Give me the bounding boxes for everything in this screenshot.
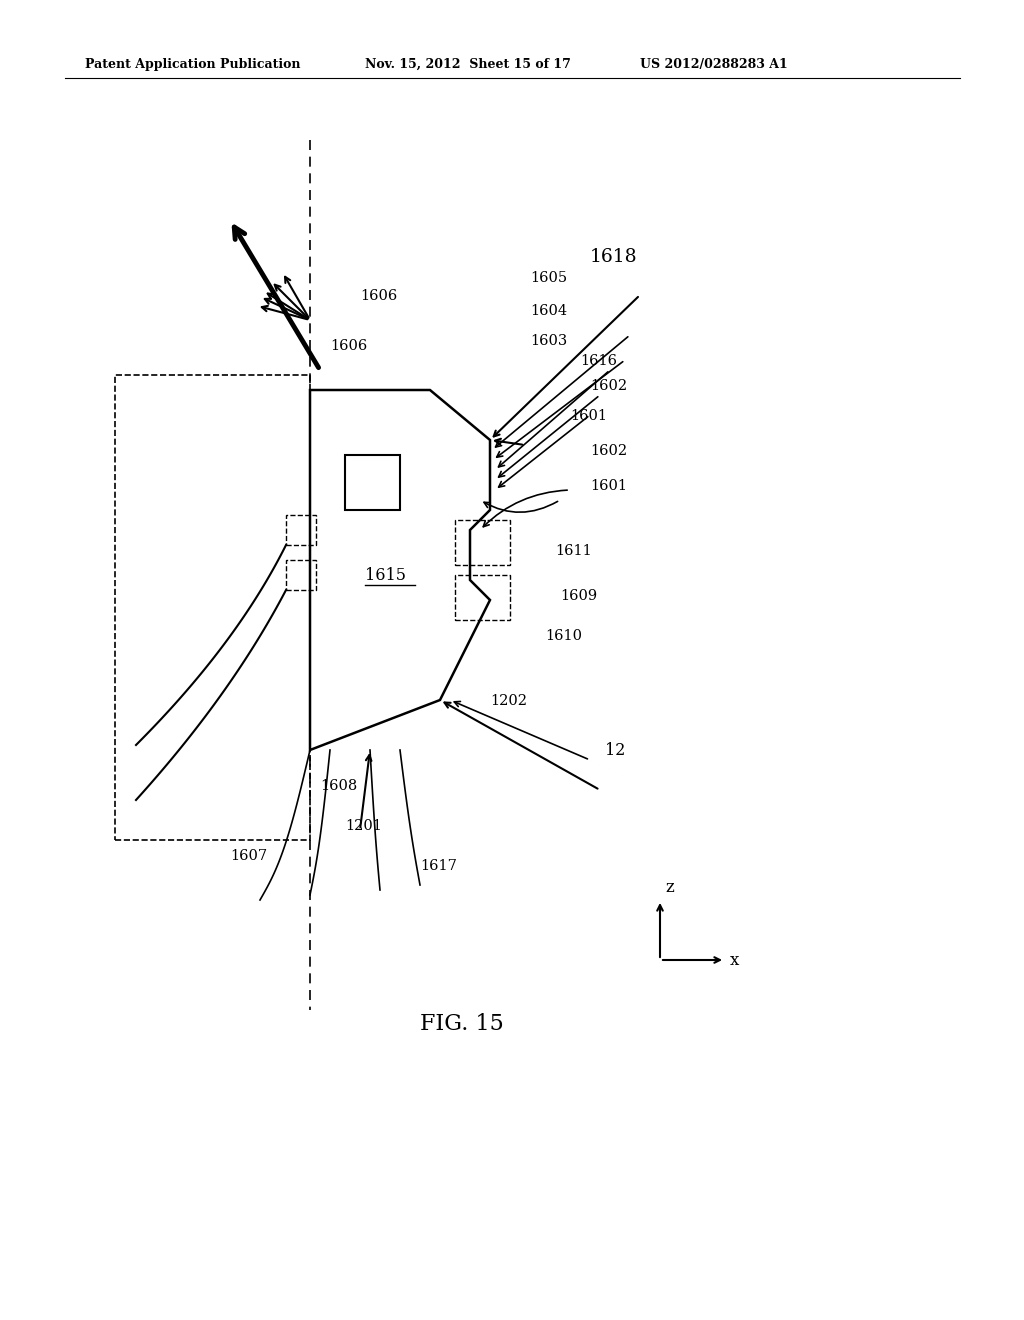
Bar <box>455 576 510 620</box>
Text: z: z <box>665 879 674 896</box>
Text: 1601: 1601 <box>590 479 627 492</box>
Text: US 2012/0288283 A1: US 2012/0288283 A1 <box>640 58 787 71</box>
Text: 12: 12 <box>605 742 626 759</box>
Bar <box>345 455 400 510</box>
Text: 1604: 1604 <box>530 304 567 318</box>
Text: 1609: 1609 <box>560 589 597 603</box>
Text: 1201: 1201 <box>345 818 382 833</box>
Bar <box>115 375 310 840</box>
Text: 1610: 1610 <box>545 630 582 643</box>
Text: 1617: 1617 <box>420 859 457 873</box>
Text: 1601: 1601 <box>570 409 607 422</box>
Text: 1606: 1606 <box>330 339 368 352</box>
Text: 1606: 1606 <box>360 289 397 304</box>
Text: FIG. 15: FIG. 15 <box>420 1012 504 1035</box>
Text: 1616: 1616 <box>580 354 617 368</box>
Bar <box>286 515 316 545</box>
Text: 1605: 1605 <box>530 271 567 285</box>
Text: 1618: 1618 <box>590 248 638 267</box>
Text: 1602: 1602 <box>590 379 627 393</box>
Text: 1607: 1607 <box>230 849 267 863</box>
Text: 1608: 1608 <box>319 779 357 793</box>
Bar <box>455 520 510 565</box>
Text: 1603: 1603 <box>530 334 567 348</box>
Text: Patent Application Publication: Patent Application Publication <box>85 58 300 71</box>
Text: Nov. 15, 2012  Sheet 15 of 17: Nov. 15, 2012 Sheet 15 of 17 <box>365 58 570 71</box>
Text: 1615: 1615 <box>365 568 406 583</box>
Text: 1602: 1602 <box>590 444 627 458</box>
Bar <box>286 560 316 590</box>
Text: 1202: 1202 <box>490 694 527 708</box>
Text: 1611: 1611 <box>555 544 592 558</box>
Text: x: x <box>730 952 739 969</box>
